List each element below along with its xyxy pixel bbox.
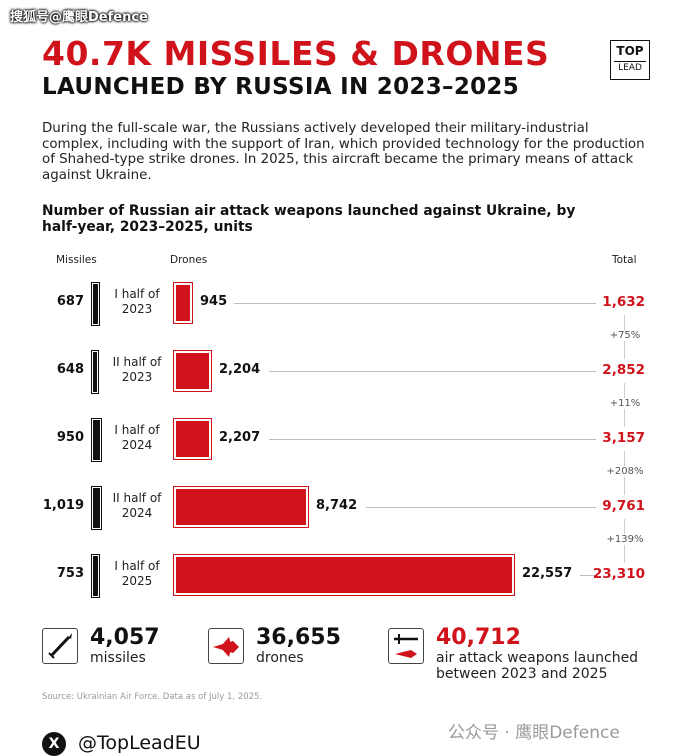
summary-missiles-label: missiles — [90, 650, 146, 666]
drone-bar — [173, 282, 193, 324]
period-label-line-2: 2024 — [121, 506, 153, 520]
total-value: 23,310 — [592, 566, 645, 582]
social-handle[interactable]: @TopLeadEU — [78, 732, 201, 754]
missile-value: 648 — [56, 362, 84, 377]
missile-bar — [91, 350, 99, 394]
growth-label: +75% — [600, 330, 650, 341]
period-label-line-1: I half of — [114, 287, 160, 301]
guide-line — [366, 507, 596, 508]
period-label-line-1: II half of — [112, 355, 162, 369]
missiles-header: Missiles — [56, 254, 97, 266]
drone-bar — [173, 350, 212, 392]
period-label-line-2: 2023 — [121, 370, 153, 384]
watermark-top: 搜狐号@鹰眼Defence — [10, 10, 148, 25]
total-value: 1,632 — [602, 294, 645, 310]
top-lead-logo: TOP LEAD — [610, 40, 650, 80]
guide-line — [269, 371, 596, 372]
period-label-line-1: II half of — [112, 491, 162, 505]
missile-bar — [91, 282, 100, 326]
missile-icon — [42, 628, 78, 664]
missile-and-drone-icon — [388, 628, 424, 664]
missile-bar — [91, 486, 102, 530]
missile-bar — [91, 418, 102, 462]
drone-icon — [208, 628, 244, 664]
missile-value: 1,019 — [42, 498, 84, 513]
period-label-line-2: 2024 — [121, 438, 153, 452]
summary-total-label-line-2: between 2023 and 2025 — [436, 666, 608, 682]
drone-value: 2,207 — [219, 430, 261, 445]
guide-line — [580, 575, 596, 576]
total-header: Total — [612, 254, 637, 266]
drones-header: Drones — [170, 254, 208, 266]
summary-missiles-value: 4,057 — [90, 625, 160, 650]
source-note: Source: Ukrainian Air Force. Data as of … — [42, 692, 263, 702]
logo-bottom-text: LEAD — [614, 61, 646, 74]
title-line-2: LAUNCHED BY RUSSIA IN 2023–2025 — [42, 74, 520, 100]
missile-value: 687 — [56, 294, 84, 309]
logo-top-text: TOP — [616, 44, 644, 58]
total-value: 9,761 — [602, 498, 645, 514]
guide-line — [269, 439, 596, 440]
drone-value: 945 — [200, 294, 228, 309]
x-icon[interactable]: X — [42, 732, 66, 756]
summary-drones-value: 36,655 — [256, 625, 341, 650]
period-label-line-1: I half of — [114, 559, 160, 573]
summary-total-value: 40,712 — [436, 625, 521, 650]
drone-value: 8,742 — [316, 498, 358, 513]
guide-line — [234, 303, 596, 304]
description: During the full-scale war, the Russians … — [42, 121, 645, 183]
drone-bar — [173, 418, 212, 460]
chart-title: Number of Russian air attack weapons lau… — [42, 203, 576, 235]
drone-bar — [173, 486, 309, 528]
drone-value: 2,204 — [219, 362, 261, 377]
period-label-line-1: I half of — [114, 423, 160, 437]
missile-bar — [91, 554, 100, 598]
missile-value: 950 — [56, 430, 84, 445]
summary-drones-label: drones — [256, 650, 304, 666]
growth-label: +11% — [600, 398, 650, 409]
missile-value: 753 — [56, 566, 84, 581]
drone-value: 22,557 — [522, 566, 573, 581]
total-value: 2,852 — [602, 362, 645, 378]
drone-bar — [173, 554, 515, 596]
growth-label: +139% — [600, 534, 650, 545]
growth-label: +208% — [600, 466, 650, 477]
title-line-1: 40.7K MISSILES & DRONES — [42, 34, 550, 73]
watermark-bottom: 公众号 · 鹰眼Defence — [448, 723, 620, 743]
summary-total-label-line-1: air attack weapons launched — [436, 650, 639, 666]
total-value: 3,157 — [602, 430, 645, 446]
period-label-line-2: 2025 — [121, 574, 153, 588]
period-label-line-2: 2023 — [121, 302, 153, 316]
